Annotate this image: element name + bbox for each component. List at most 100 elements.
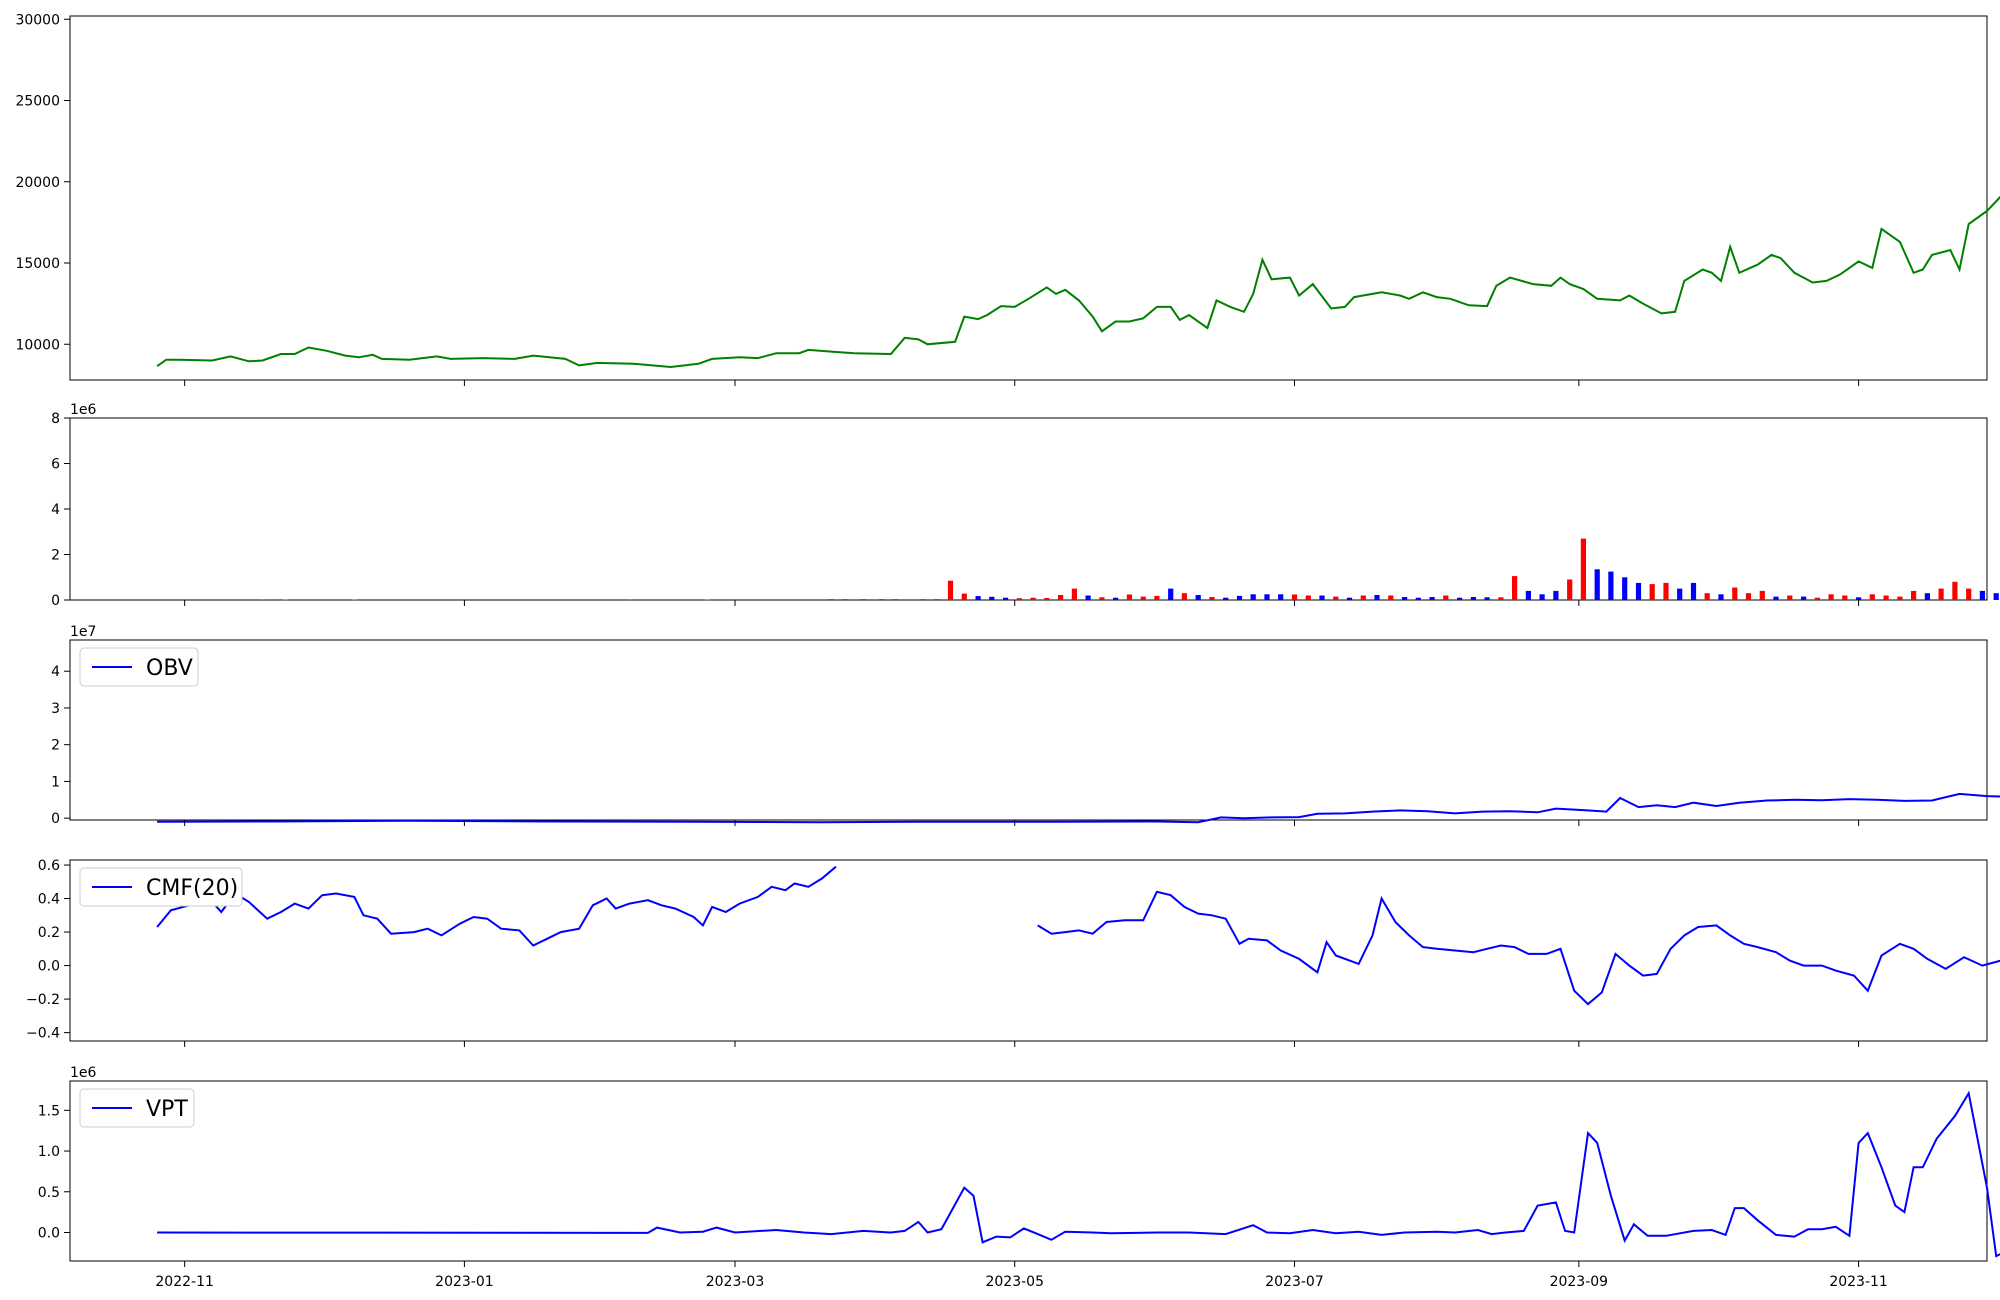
x-tick-label: 2023-11 <box>1829 1274 1888 1290</box>
cmf-y-tick-label: 0.0 <box>38 959 60 975</box>
volume-bar <box>1140 596 1146 600</box>
volume-y-ticks: 0 2 4 6 8 <box>51 411 70 609</box>
volume-bar <box>1773 596 1779 600</box>
volume-y-tick-label: 8 <box>51 411 60 427</box>
volume-bar <box>1443 595 1449 600</box>
volume-bar <box>1195 595 1201 600</box>
x-tick-label: 2022-11 <box>155 1274 214 1290</box>
volume-bar <box>1539 594 1545 600</box>
obv-y-tick-label: 2 <box>51 738 60 754</box>
cmf-legend: CMF(20) <box>79 867 243 907</box>
volume-bar <box>1319 595 1325 600</box>
volume-bar <box>1993 593 1999 600</box>
volume-bar <box>879 599 885 600</box>
volume-bar <box>860 599 866 600</box>
volume-bar <box>906 599 912 600</box>
volume-bar <box>828 599 834 600</box>
volume-bar <box>1044 598 1050 600</box>
cmf-y-tick-label: 0.6 <box>38 858 60 874</box>
volume-bar <box>1704 593 1710 600</box>
volume-bar <box>1677 588 1683 600</box>
volume-bar <box>1663 582 1669 600</box>
cmf-line-segment <box>156 865 837 947</box>
volume-bar <box>260 599 266 601</box>
vpt-legend-box <box>79 1088 195 1128</box>
volume-bar <box>1828 594 1834 600</box>
volume-bar <box>1099 597 1105 600</box>
price-y-tick-label: 25000 <box>15 94 60 110</box>
vpt-line <box>157 1090 2000 1258</box>
cmf-plot-frame <box>69 859 1988 1042</box>
volume-bar <box>1814 597 1820 600</box>
volume-y-tick-label: 4 <box>51 502 60 518</box>
volume-bar <box>1085 595 1091 600</box>
obv-y-tick-label: 0 <box>51 811 60 827</box>
volume-bar <box>1113 597 1119 600</box>
cmf-y-tick-label: −0.4 <box>26 1026 60 1042</box>
obv-scale-label: 1e7 <box>70 624 96 640</box>
volume-bar <box>438 599 445 600</box>
volume-bar <box>961 593 967 600</box>
vpt-y-tick-label: 1.5 <box>38 1103 60 1119</box>
cmf-y-ticks: 0.6 0.4 0.2 0.0 −0.2 −0.4 <box>26 858 70 1042</box>
volume-bar <box>1016 598 1022 600</box>
volume-bar <box>1952 581 1958 600</box>
price-y-tick-label: 30000 <box>15 12 60 28</box>
vpt-y-tick-label: 0.0 <box>38 1225 60 1241</box>
x-axis-ticks: 2022-11 2023-01 2023-03 2023-05 2023-07 2023-… <box>155 380 1888 1290</box>
volume-bar <box>1911 590 1917 600</box>
volume-bar <box>1030 597 1036 600</box>
price-panel: 10000 15000 20000 25000 30000 <box>15 12 2000 381</box>
volume-bar <box>975 596 981 600</box>
volume-bar <box>626 599 633 601</box>
obv-y-tick-label: 3 <box>51 701 60 717</box>
volume-bar <box>1567 579 1573 600</box>
obv-legend: OBV <box>79 647 199 687</box>
x-tick-label: 2023-03 <box>706 1274 765 1290</box>
volume-bar <box>1787 595 1793 600</box>
volume-bar <box>1374 595 1380 600</box>
volume-bar <box>1856 597 1862 600</box>
volume-bar <box>920 599 926 600</box>
volume-bar <box>282 599 289 601</box>
vpt-legend: VPT <box>79 1088 195 1128</box>
cmf-lines <box>156 865 2000 1006</box>
cmf-legend-label: CMF(20) <box>146 876 238 901</box>
vpt-legend-label: VPT <box>146 1097 188 1122</box>
cmf-y-tick-label: −0.2 <box>26 992 60 1008</box>
volume-bar <box>989 596 995 600</box>
x-tick-label: 2023-05 <box>985 1274 1044 1290</box>
volume-bar <box>1223 597 1229 600</box>
volume-bar <box>934 599 940 600</box>
cmf-y-tick-label: 0.2 <box>38 925 60 941</box>
vpt-panel: 1e6 0.0 0.5 1.0 1.5 VPT <box>38 1065 2000 1262</box>
obv-legend-box <box>79 647 199 687</box>
obv-legend-label: OBV <box>146 656 193 681</box>
obv-y-tick-label: 4 <box>51 664 60 680</box>
volume-bar <box>1333 596 1339 600</box>
volume-bar <box>1457 597 1463 600</box>
volume-bar <box>1402 597 1408 600</box>
volume-bar <box>1897 596 1903 600</box>
volume-bar <box>1801 596 1807 600</box>
volume-bar <box>1388 595 1394 600</box>
volume-bar <box>1966 588 1972 600</box>
volume-bar <box>1938 588 1944 600</box>
price-y-tick-label: 20000 <box>15 175 60 191</box>
volume-bar <box>1429 597 1435 600</box>
price-y-tick-label: 10000 <box>15 337 60 353</box>
obv-plot-frame <box>69 639 1988 821</box>
price-plot-frame <box>69 15 1988 381</box>
volume-bar <box>1360 595 1366 600</box>
volume-bar <box>1278 594 1284 600</box>
price-y-ticks: 10000 15000 20000 25000 30000 <box>15 12 70 353</box>
volume-bar <box>1071 588 1077 600</box>
volume-bar <box>1718 594 1724 600</box>
volume-bars <box>191 538 1999 601</box>
volume-bar <box>191 599 197 600</box>
vpt-y-tick-label: 0.5 <box>38 1185 60 1201</box>
volume-bar <box>1759 590 1765 600</box>
volume-bar <box>1690 582 1697 600</box>
volume-bar <box>1305 595 1311 600</box>
volume-bar <box>305 599 312 600</box>
